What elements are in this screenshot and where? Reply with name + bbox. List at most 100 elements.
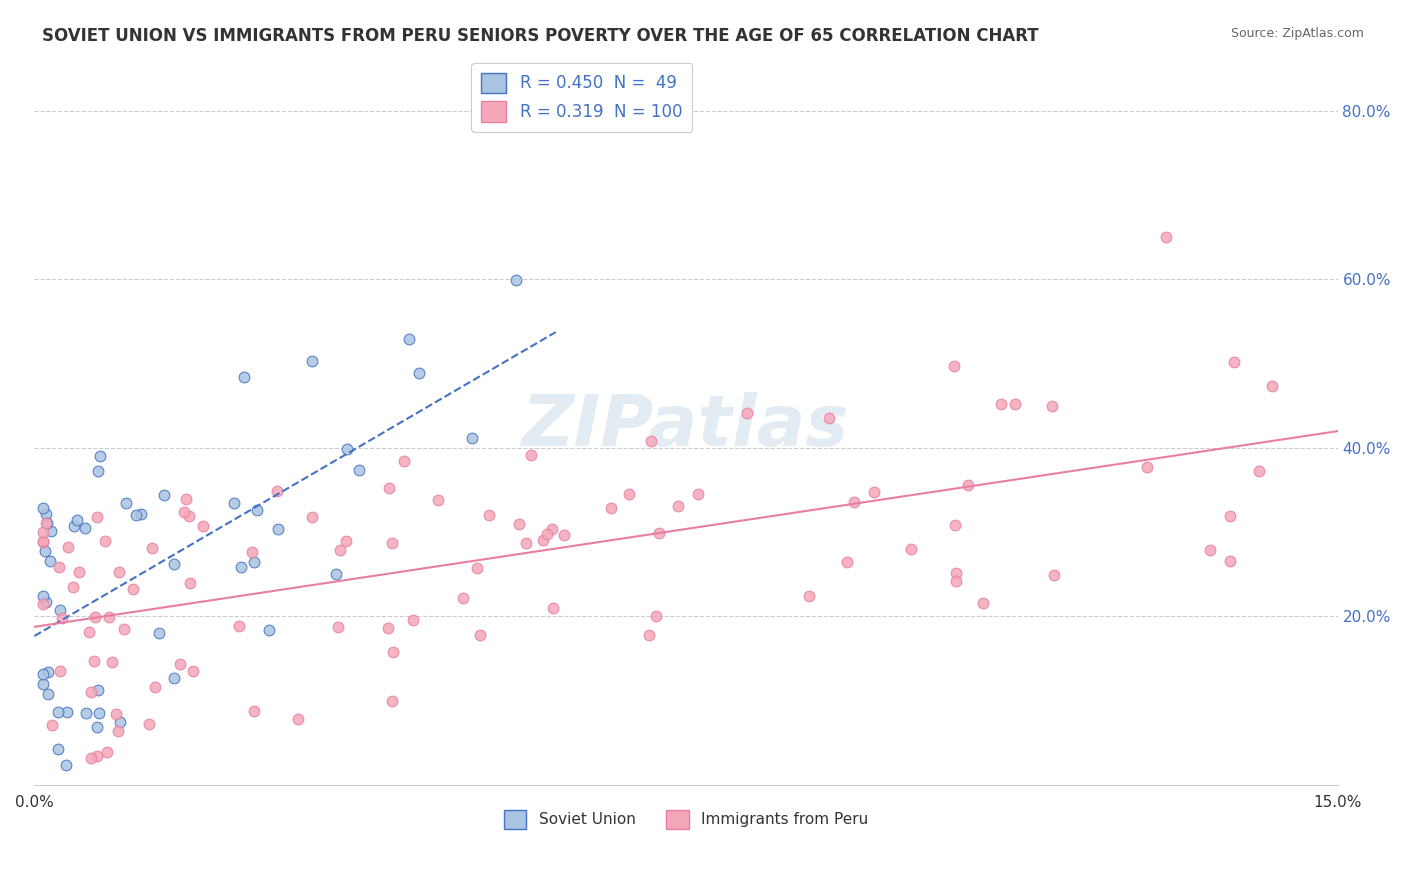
Point xyxy=(600,501,623,516)
Point xyxy=(108,714,131,729)
Point xyxy=(956,478,979,492)
Point xyxy=(637,628,659,642)
Point xyxy=(900,542,922,557)
Point xyxy=(240,545,263,559)
Point xyxy=(246,503,269,517)
Point xyxy=(468,628,491,642)
Point xyxy=(508,516,530,531)
Point xyxy=(688,487,710,501)
Point xyxy=(640,434,662,449)
Point xyxy=(32,501,55,516)
Point xyxy=(37,665,59,679)
Point xyxy=(1043,568,1066,582)
Point xyxy=(531,533,554,548)
Text: SOVIET UNION VS IMMIGRANTS FROM PERU SENIORS POVERTY OVER THE AGE OF 65 CORRELAT: SOVIET UNION VS IMMIGRANTS FROM PERU SEN… xyxy=(42,27,1039,45)
Point xyxy=(35,516,58,530)
Point xyxy=(543,601,565,615)
Point xyxy=(945,566,967,581)
Point xyxy=(515,536,537,550)
Point xyxy=(138,716,160,731)
Point xyxy=(89,706,111,720)
Point xyxy=(145,680,167,694)
Point xyxy=(553,527,575,541)
Point xyxy=(129,508,152,522)
Point xyxy=(173,505,195,519)
Point xyxy=(326,620,349,634)
Point xyxy=(115,496,138,510)
Point xyxy=(37,516,59,530)
Point xyxy=(325,566,347,581)
Point xyxy=(32,534,55,549)
Point xyxy=(381,536,404,550)
Point xyxy=(48,560,70,574)
Point xyxy=(179,576,201,591)
Point xyxy=(505,273,527,287)
Point xyxy=(461,431,484,445)
Point xyxy=(540,523,562,537)
Point xyxy=(67,565,90,579)
Point xyxy=(648,526,671,541)
Point xyxy=(943,359,966,373)
Point xyxy=(46,742,69,756)
Point xyxy=(101,655,124,669)
Point xyxy=(863,485,886,500)
Point xyxy=(287,712,309,726)
Point xyxy=(377,621,399,635)
Point xyxy=(1260,379,1282,393)
Point xyxy=(257,623,280,637)
Point xyxy=(394,454,416,468)
Point xyxy=(336,442,359,456)
Point xyxy=(163,558,186,572)
Point xyxy=(174,491,197,506)
Point xyxy=(51,611,73,625)
Point xyxy=(945,574,967,588)
Point xyxy=(668,500,690,514)
Point xyxy=(73,521,96,535)
Point xyxy=(83,654,105,668)
Point xyxy=(148,625,170,640)
Point xyxy=(191,518,214,533)
Point xyxy=(329,542,352,557)
Point xyxy=(842,495,865,509)
Point xyxy=(58,541,80,555)
Point xyxy=(41,717,63,731)
Point xyxy=(335,533,357,548)
Point xyxy=(228,619,250,633)
Point xyxy=(1136,459,1159,474)
Point xyxy=(48,664,70,678)
Point xyxy=(80,750,103,764)
Point xyxy=(990,397,1012,411)
Point xyxy=(1219,554,1241,568)
Point xyxy=(56,705,79,719)
Point xyxy=(75,706,97,721)
Point xyxy=(152,487,174,501)
Point xyxy=(520,448,543,462)
Point xyxy=(105,706,128,721)
Point xyxy=(32,677,55,691)
Point xyxy=(32,524,55,539)
Point xyxy=(243,704,266,718)
Point xyxy=(97,610,120,624)
Point xyxy=(35,507,58,521)
Point xyxy=(1004,397,1026,411)
Point xyxy=(465,561,488,575)
Legend: Soviet Union, Immigrants from Peru: Soviet Union, Immigrants from Peru xyxy=(498,804,875,835)
Point xyxy=(55,758,77,772)
Point xyxy=(536,527,558,541)
Point xyxy=(77,625,100,640)
Point xyxy=(408,367,430,381)
Text: ZIPatlas: ZIPatlas xyxy=(522,392,849,461)
Point xyxy=(799,589,821,603)
Point xyxy=(121,582,143,596)
Point xyxy=(169,657,191,671)
Point xyxy=(37,687,59,701)
Point xyxy=(1040,399,1063,413)
Point xyxy=(125,508,148,523)
Point xyxy=(39,524,62,538)
Point xyxy=(38,554,60,568)
Point xyxy=(141,541,163,555)
Point xyxy=(107,723,129,738)
Point xyxy=(1249,464,1271,478)
Point xyxy=(1223,355,1246,369)
Point xyxy=(62,518,84,533)
